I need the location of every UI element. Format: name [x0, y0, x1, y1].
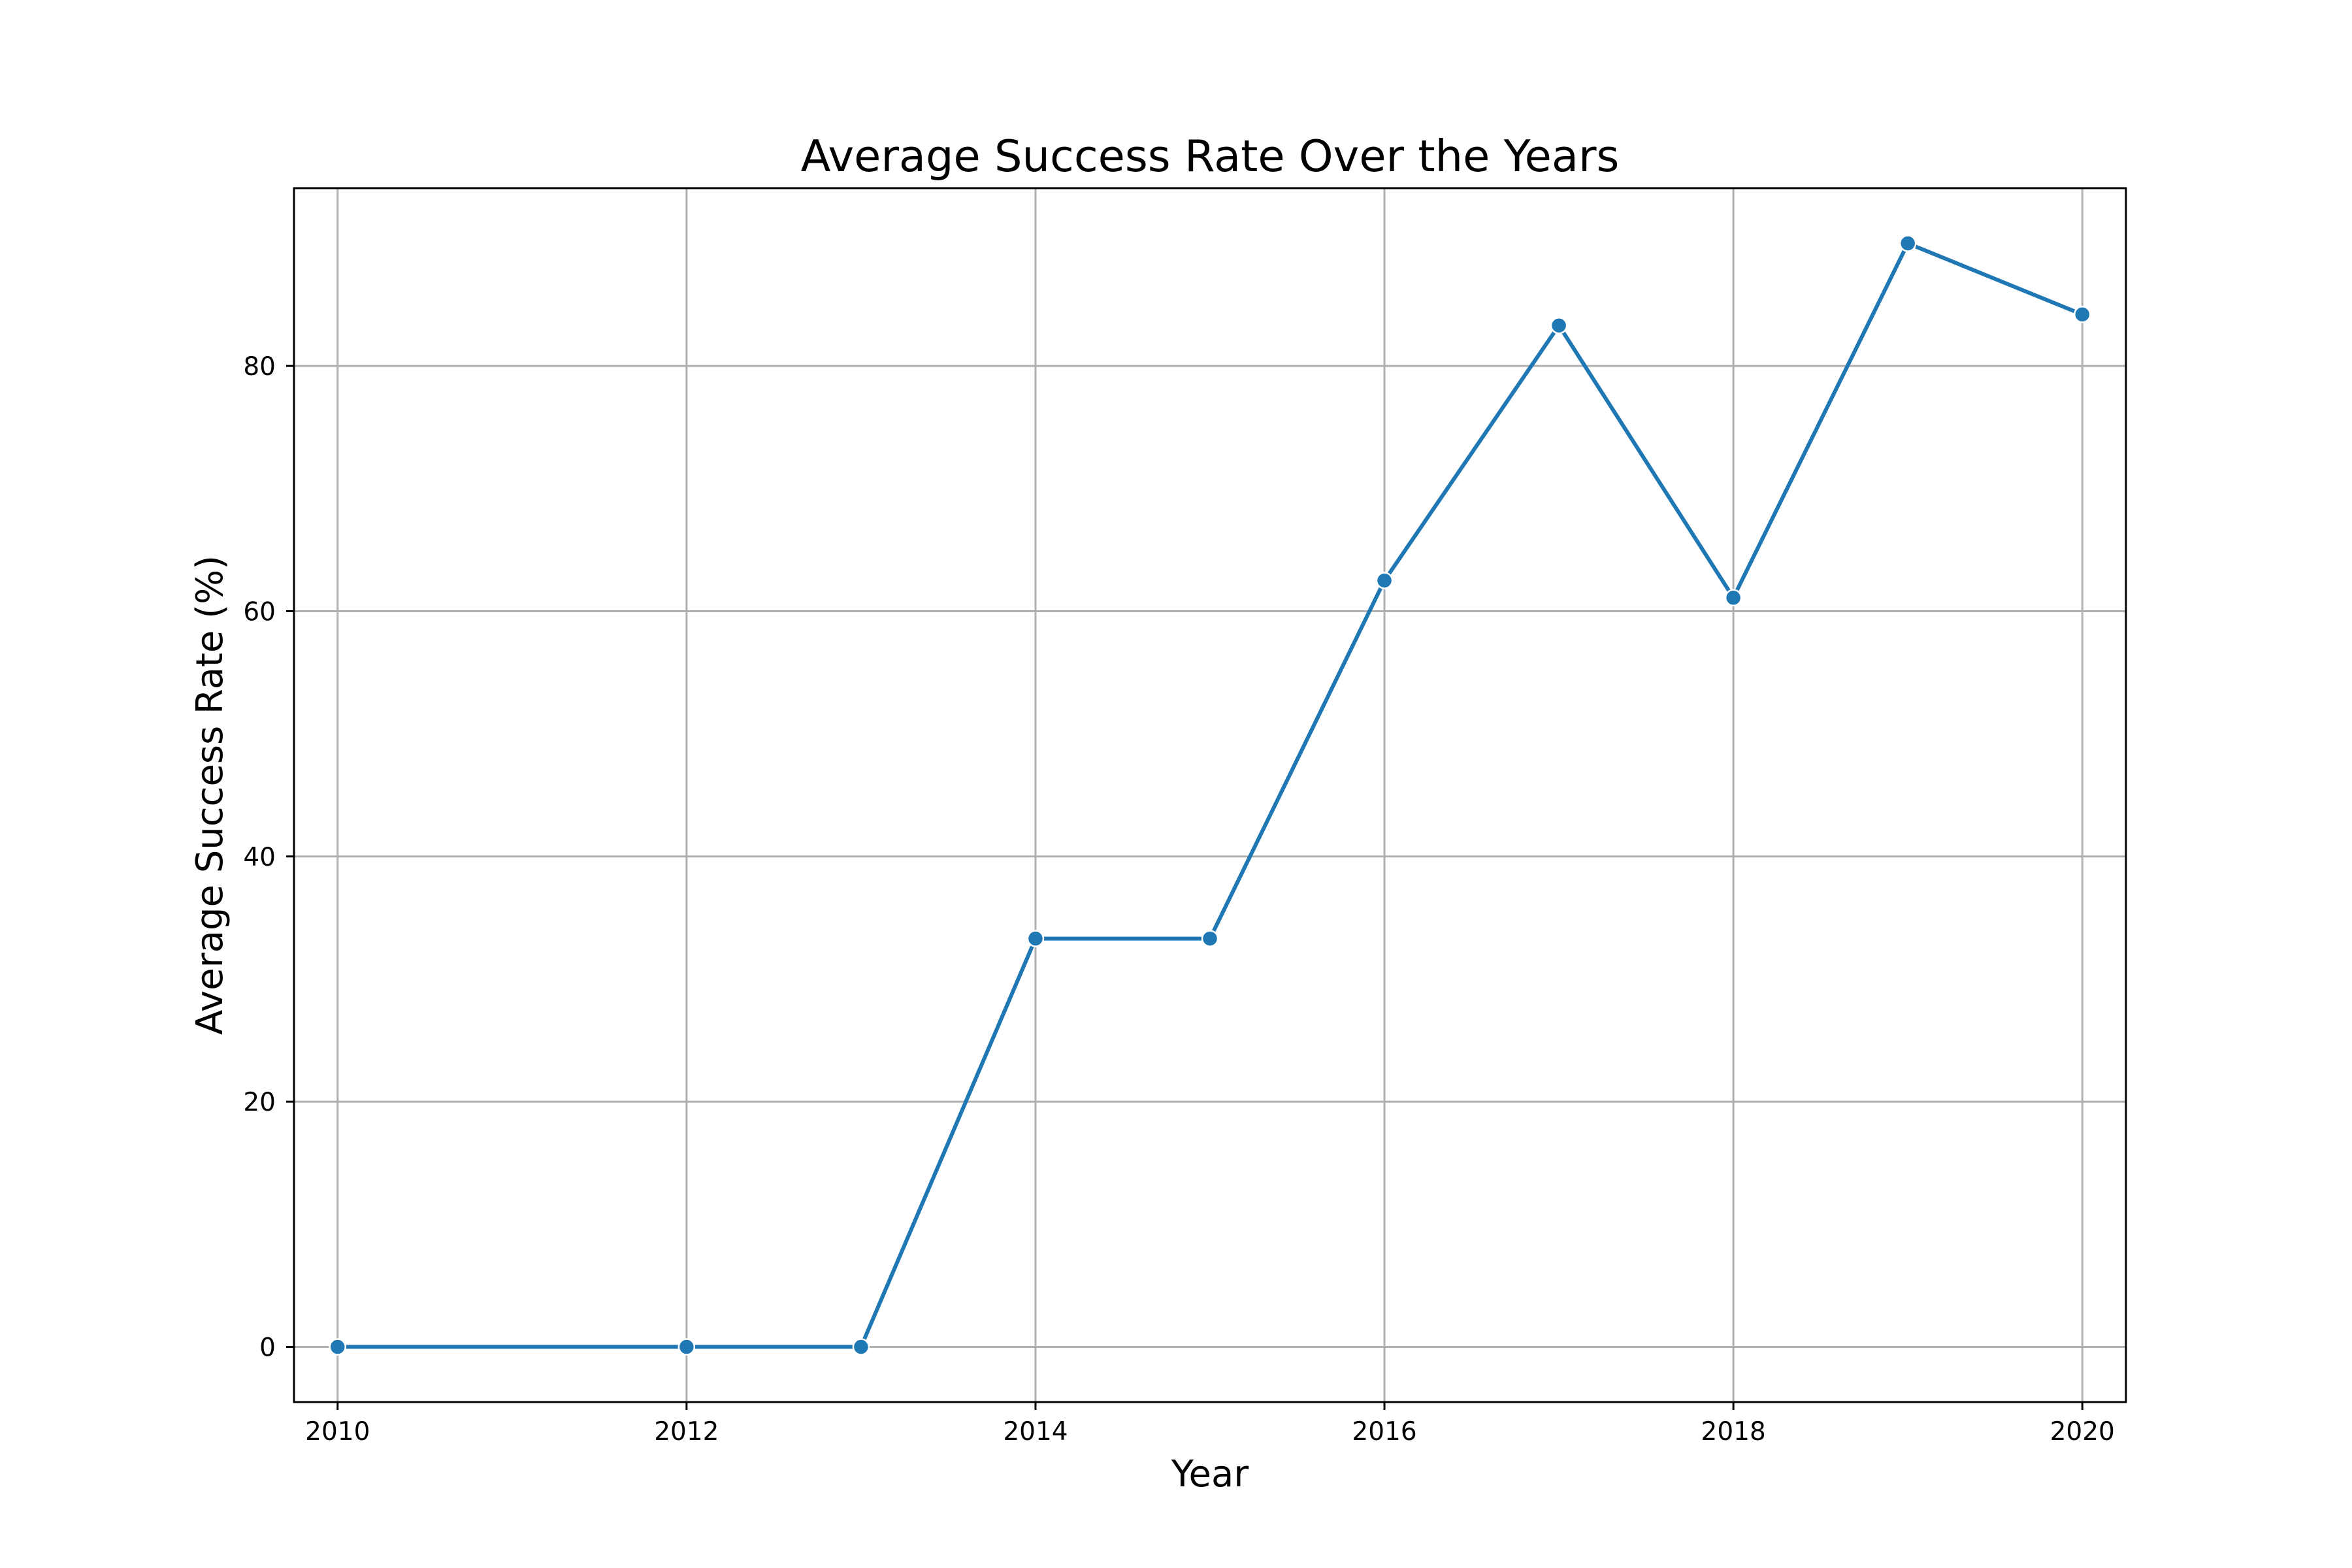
data-points: [329, 235, 2091, 1356]
series-line-layer: [335, 241, 2085, 1349]
y-axis-ticks: 0 20 40 60 80: [243, 352, 294, 1363]
data-point: [1550, 316, 1568, 335]
plot-area-frame: [293, 187, 2127, 1403]
y-tick-label: 60: [243, 597, 276, 627]
data-point: [1026, 930, 1045, 947]
y-tick-label: 0: [259, 1333, 276, 1363]
data-point: [329, 1338, 347, 1356]
x-tick-label: 2014: [1003, 1417, 1068, 1446]
data-point: [852, 1338, 870, 1356]
x-tick-label: 2010: [305, 1417, 370, 1446]
x-axis-ticks: 2010 2012 2014 2016 2018 2020: [305, 1402, 2115, 1446]
y-tick-label: 40: [243, 843, 276, 872]
x-tick-label: 2016: [1352, 1417, 1416, 1446]
series-line: [335, 241, 2085, 1349]
y-tick-label: 20: [243, 1088, 276, 1117]
x-tick-label: 2018: [1701, 1417, 1766, 1446]
data-point: [2073, 306, 2091, 323]
data-point: [1375, 572, 1394, 589]
data-point: [1201, 930, 1219, 947]
x-axis-label: Year: [1171, 1453, 1250, 1495]
data-point: [1899, 235, 1917, 252]
y-axis-label: Average Success Rate (%): [189, 555, 231, 1035]
data-point: [1724, 589, 1742, 607]
chart-title: Average Success Rate Over the Years: [801, 131, 1620, 182]
x-tick-label: 2012: [654, 1417, 719, 1446]
data-point: [678, 1338, 696, 1356]
y-tick-label: 80: [243, 352, 276, 382]
x-tick-label: 2020: [2050, 1417, 2115, 1446]
